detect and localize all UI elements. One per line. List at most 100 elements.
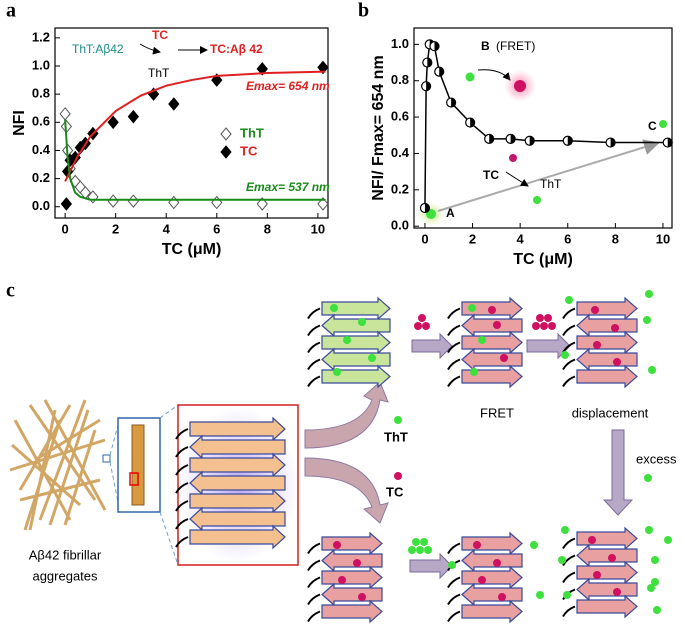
loop: [562, 571, 576, 584]
ligand: [558, 556, 566, 564]
ligand: [593, 571, 601, 579]
loop: [307, 358, 321, 371]
arrow: [139, 43, 161, 55]
panel-label: a: [6, 0, 16, 22]
x-axis-label: TC (μM): [513, 251, 573, 268]
data-point: [317, 60, 329, 75]
annotation: B: [481, 39, 490, 53]
ligand: [530, 541, 538, 549]
legend-marker: [220, 145, 232, 159]
y-tick-label: 0.8: [32, 86, 50, 101]
ligand: [651, 578, 659, 586]
beta-strand: [461, 599, 523, 624]
loop: [175, 518, 189, 530]
loop: [447, 593, 461, 606]
beta-strand: [189, 434, 286, 460]
data-point: [562, 135, 573, 146]
data-line: [64, 119, 326, 201]
plot-frame: [54, 27, 329, 219]
data-point: [505, 133, 516, 145]
diagram-label: TC: [386, 484, 404, 499]
arrow: [437, 139, 660, 212]
beta-strand: [461, 313, 523, 338]
data-point: [429, 41, 440, 52]
dot: [509, 154, 517, 162]
data-point: [484, 133, 495, 145]
loop: [307, 542, 321, 555]
point-half: [529, 136, 535, 146]
data-point: [60, 197, 73, 211]
ligand: [593, 341, 601, 349]
x-tick-label: 10: [656, 231, 670, 246]
dot: [514, 80, 526, 92]
beta-strand: [321, 582, 383, 607]
beta-strand: [189, 488, 286, 514]
y-tick-label: 1.0: [32, 57, 50, 72]
beta-strand: [189, 416, 286, 442]
loop: [447, 341, 461, 354]
x-tick-label: 4: [517, 231, 525, 246]
diagram-label: displacement: [572, 405, 649, 420]
data-point: [446, 97, 457, 108]
y-tick-label: 0.4: [32, 142, 51, 157]
arrow: [505, 171, 529, 187]
ligand: [424, 546, 432, 554]
ligand: [536, 314, 544, 322]
ligand: [473, 541, 481, 549]
loop: [307, 593, 321, 606]
beta-strand: [461, 330, 523, 355]
fibril: [48, 409, 90, 526]
fibril-aggregates: [9, 399, 107, 531]
beta-strand: [576, 313, 638, 338]
point-half: [510, 134, 516, 144]
x-tick-label: 4: [163, 221, 171, 236]
y-axis-label: NFI: [11, 110, 28, 136]
loop: [307, 610, 321, 623]
data-point: [434, 66, 445, 77]
beta-strand: [576, 296, 638, 321]
annotation: TC: [483, 168, 499, 182]
beta-strand: [321, 330, 391, 355]
loop: [307, 576, 321, 589]
y-tick-label: 1.2: [32, 29, 50, 44]
data-line: [64, 70, 326, 182]
legend-marker: [220, 127, 232, 141]
ligand: [536, 591, 544, 599]
ligand: [358, 318, 366, 326]
ligand: [414, 322, 422, 330]
loop: [307, 341, 321, 354]
ligand: [591, 306, 599, 314]
fibril: [11, 443, 81, 507]
ligand: [613, 358, 621, 366]
fibril: [131, 424, 145, 506]
zoom-box: [129, 472, 139, 486]
ligand: [645, 526, 653, 534]
legend-label: TC: [240, 143, 258, 158]
data-point: [168, 97, 180, 111]
loop: [447, 576, 461, 589]
ligand: [368, 354, 376, 362]
x-tick-label: 8: [264, 221, 271, 236]
y-tick-label: 0.6: [32, 114, 50, 129]
loop: [175, 446, 189, 458]
ligand: [498, 593, 506, 601]
ligand: [418, 314, 426, 322]
annotation: TC: [152, 28, 168, 42]
ligand: [343, 336, 351, 344]
ligand: [333, 368, 341, 376]
x-tick-label: 2: [469, 231, 476, 246]
panel-label: b: [358, 0, 369, 22]
diagram-label: ThT: [384, 429, 408, 444]
point-half: [434, 41, 439, 51]
ligand: [416, 546, 424, 554]
data-point: [127, 109, 140, 124]
loop: [307, 324, 321, 337]
data-point: [419, 202, 431, 214]
loop: [175, 428, 189, 440]
ligand: [493, 321, 501, 329]
annotation: TC:Aβ 42: [210, 42, 263, 56]
annotation: Emax= 537 nm: [246, 180, 330, 194]
point-half: [610, 138, 616, 148]
ligand: [643, 316, 651, 324]
ligand: [468, 304, 476, 312]
